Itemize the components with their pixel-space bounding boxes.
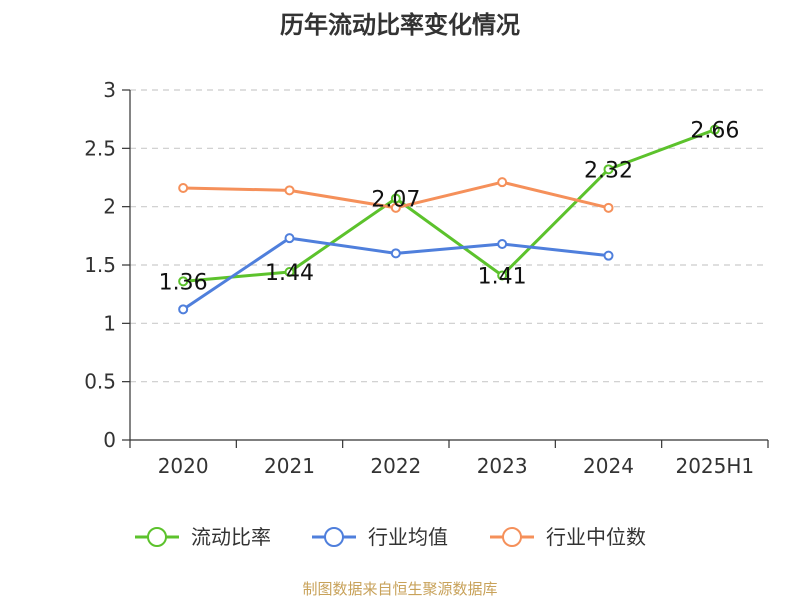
series-0-point-1 — [284, 267, 295, 277]
series-1-point-0 — [178, 304, 189, 315]
series-0-point-5 — [709, 124, 720, 135]
series-2-point-0 — [178, 183, 189, 193]
series-0-point-3 — [497, 270, 508, 281]
y-tick-label-2: 1 — [103, 311, 116, 335]
series-points — [178, 124, 720, 315]
data-label-2: 2.07 — [371, 188, 420, 213]
series-1-point-1 — [284, 233, 295, 244]
x-tick-label-5: 2025H1 — [675, 454, 754, 478]
series-line-0 — [183, 128, 716, 283]
series-2-point-2 — [390, 202, 401, 213]
x-tick-label-4: 2024 — [583, 454, 634, 478]
series-0-point-0 — [178, 276, 189, 287]
legend-label-1: 行业均值 — [368, 525, 448, 549]
data-labels: 1.36 1.44 2.07 1.41 2.32 2.66 — [159, 119, 740, 296]
series-1-point-3 — [497, 239, 508, 249]
y-tick-label-4: 2 — [103, 195, 116, 219]
data-label-3: 1.41 — [478, 265, 527, 290]
x-tick-label-1: 2021 — [264, 454, 315, 478]
y-tick-label-6: 3 — [103, 78, 116, 102]
legend-label-0: 流动比率 — [191, 525, 271, 549]
x-tick-label-2: 2022 — [370, 454, 421, 478]
legend-swatch-marker-0 — [147, 527, 167, 547]
y-tick-label-1: 0.5 — [84, 370, 116, 394]
legend-swatch-marker-1 — [324, 527, 344, 547]
source-note: 制图数据来自恒生聚源数据库 — [302, 580, 497, 598]
y-tick-label-5: 2.5 — [84, 136, 116, 160]
data-label-1: 1.44 — [265, 261, 314, 286]
series-2-point-3 — [497, 177, 508, 188]
y-tick-label-3: 1.5 — [84, 253, 116, 277]
series-1-point-2 — [390, 248, 401, 259]
series-0-point-4 — [603, 164, 614, 175]
legend-label-2: 行业中位数 — [546, 525, 646, 549]
data-label-0: 1.36 — [159, 270, 208, 295]
series-0-point-2 — [390, 193, 401, 204]
legend-swatch-marker-2 — [502, 527, 522, 547]
series-lines — [182, 128, 716, 311]
data-label-4: 2.32 — [584, 158, 633, 183]
y-tick-label-0: 0 — [103, 428, 116, 452]
data-label-5: 2.66 — [690, 119, 739, 144]
axes: 0 0.5 1 1.5 2 2.5 3 2020 2021 2022 2023 2024 2025H1 — [84, 78, 769, 478]
x-tick-label-0: 2020 — [158, 454, 209, 478]
x-tick-label-3: 2023 — [477, 454, 528, 478]
series-2-point-4 — [603, 202, 614, 213]
chart-title: 历年流动比率变化情况 — [280, 11, 520, 39]
series-2-point-1 — [284, 185, 295, 196]
legend: 流动比率 行业均值 行业中位数 — [135, 525, 646, 549]
series-1-point-4 — [603, 250, 614, 261]
